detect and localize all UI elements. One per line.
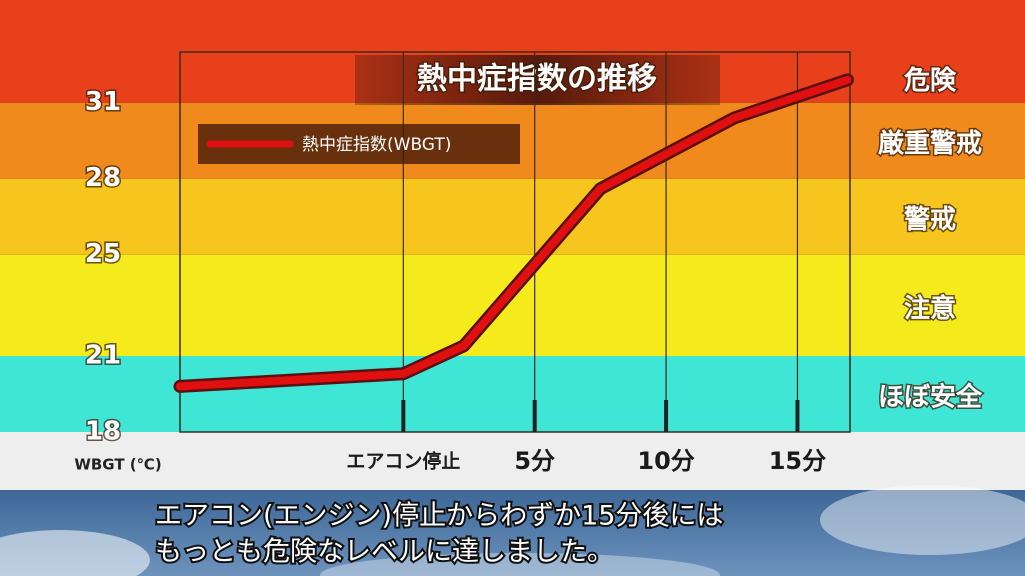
caption-line: エアコン(エンジン)停止からわずか15分後には xyxy=(155,501,723,532)
chart-title: 熱中症指数の推移 xyxy=(417,62,657,97)
data-line xyxy=(176,75,852,391)
x-tick-label: 5分 xyxy=(514,447,555,475)
cloud xyxy=(820,485,1025,555)
legend-label: 熱中症指数(WBGT) xyxy=(302,135,451,155)
plot-frame xyxy=(179,51,851,433)
legend: 熱中症指数(WBGT) xyxy=(198,124,520,164)
plot: 18 21 25 28 31 エアコン停止 5分 10分 15分 熱中症指数(WBGT) xyxy=(83,51,854,475)
band-label: 危険 xyxy=(904,65,957,96)
x-tick-label: 10分 xyxy=(637,447,694,475)
title-box xyxy=(355,55,720,105)
band-label: 厳重警戒 xyxy=(878,128,982,159)
sky xyxy=(0,490,1025,576)
band xyxy=(0,178,1025,255)
y-tick-label: 18 xyxy=(85,417,121,447)
x-tick-label: エアコン停止 xyxy=(346,450,460,473)
cloud xyxy=(320,553,720,576)
axis-strip xyxy=(0,432,1025,490)
y-tick-label: 31 xyxy=(85,87,121,117)
y-tick-label: 21 xyxy=(85,341,121,371)
caption-line: もっとも危険なレベルに達しました。 xyxy=(155,537,614,568)
band xyxy=(0,356,1025,432)
band xyxy=(0,254,1025,356)
band-label: ほぼ安全 xyxy=(878,382,983,413)
y-axis-label: WBGT (℃) xyxy=(74,456,161,474)
band-label: 警戒 xyxy=(904,204,956,235)
band-label: 注意 xyxy=(904,293,956,324)
x-tick-label: 15分 xyxy=(769,447,826,475)
cloud xyxy=(0,530,150,576)
y-tick-label: 28 xyxy=(85,163,121,193)
y-tick-label: 25 xyxy=(85,239,121,269)
